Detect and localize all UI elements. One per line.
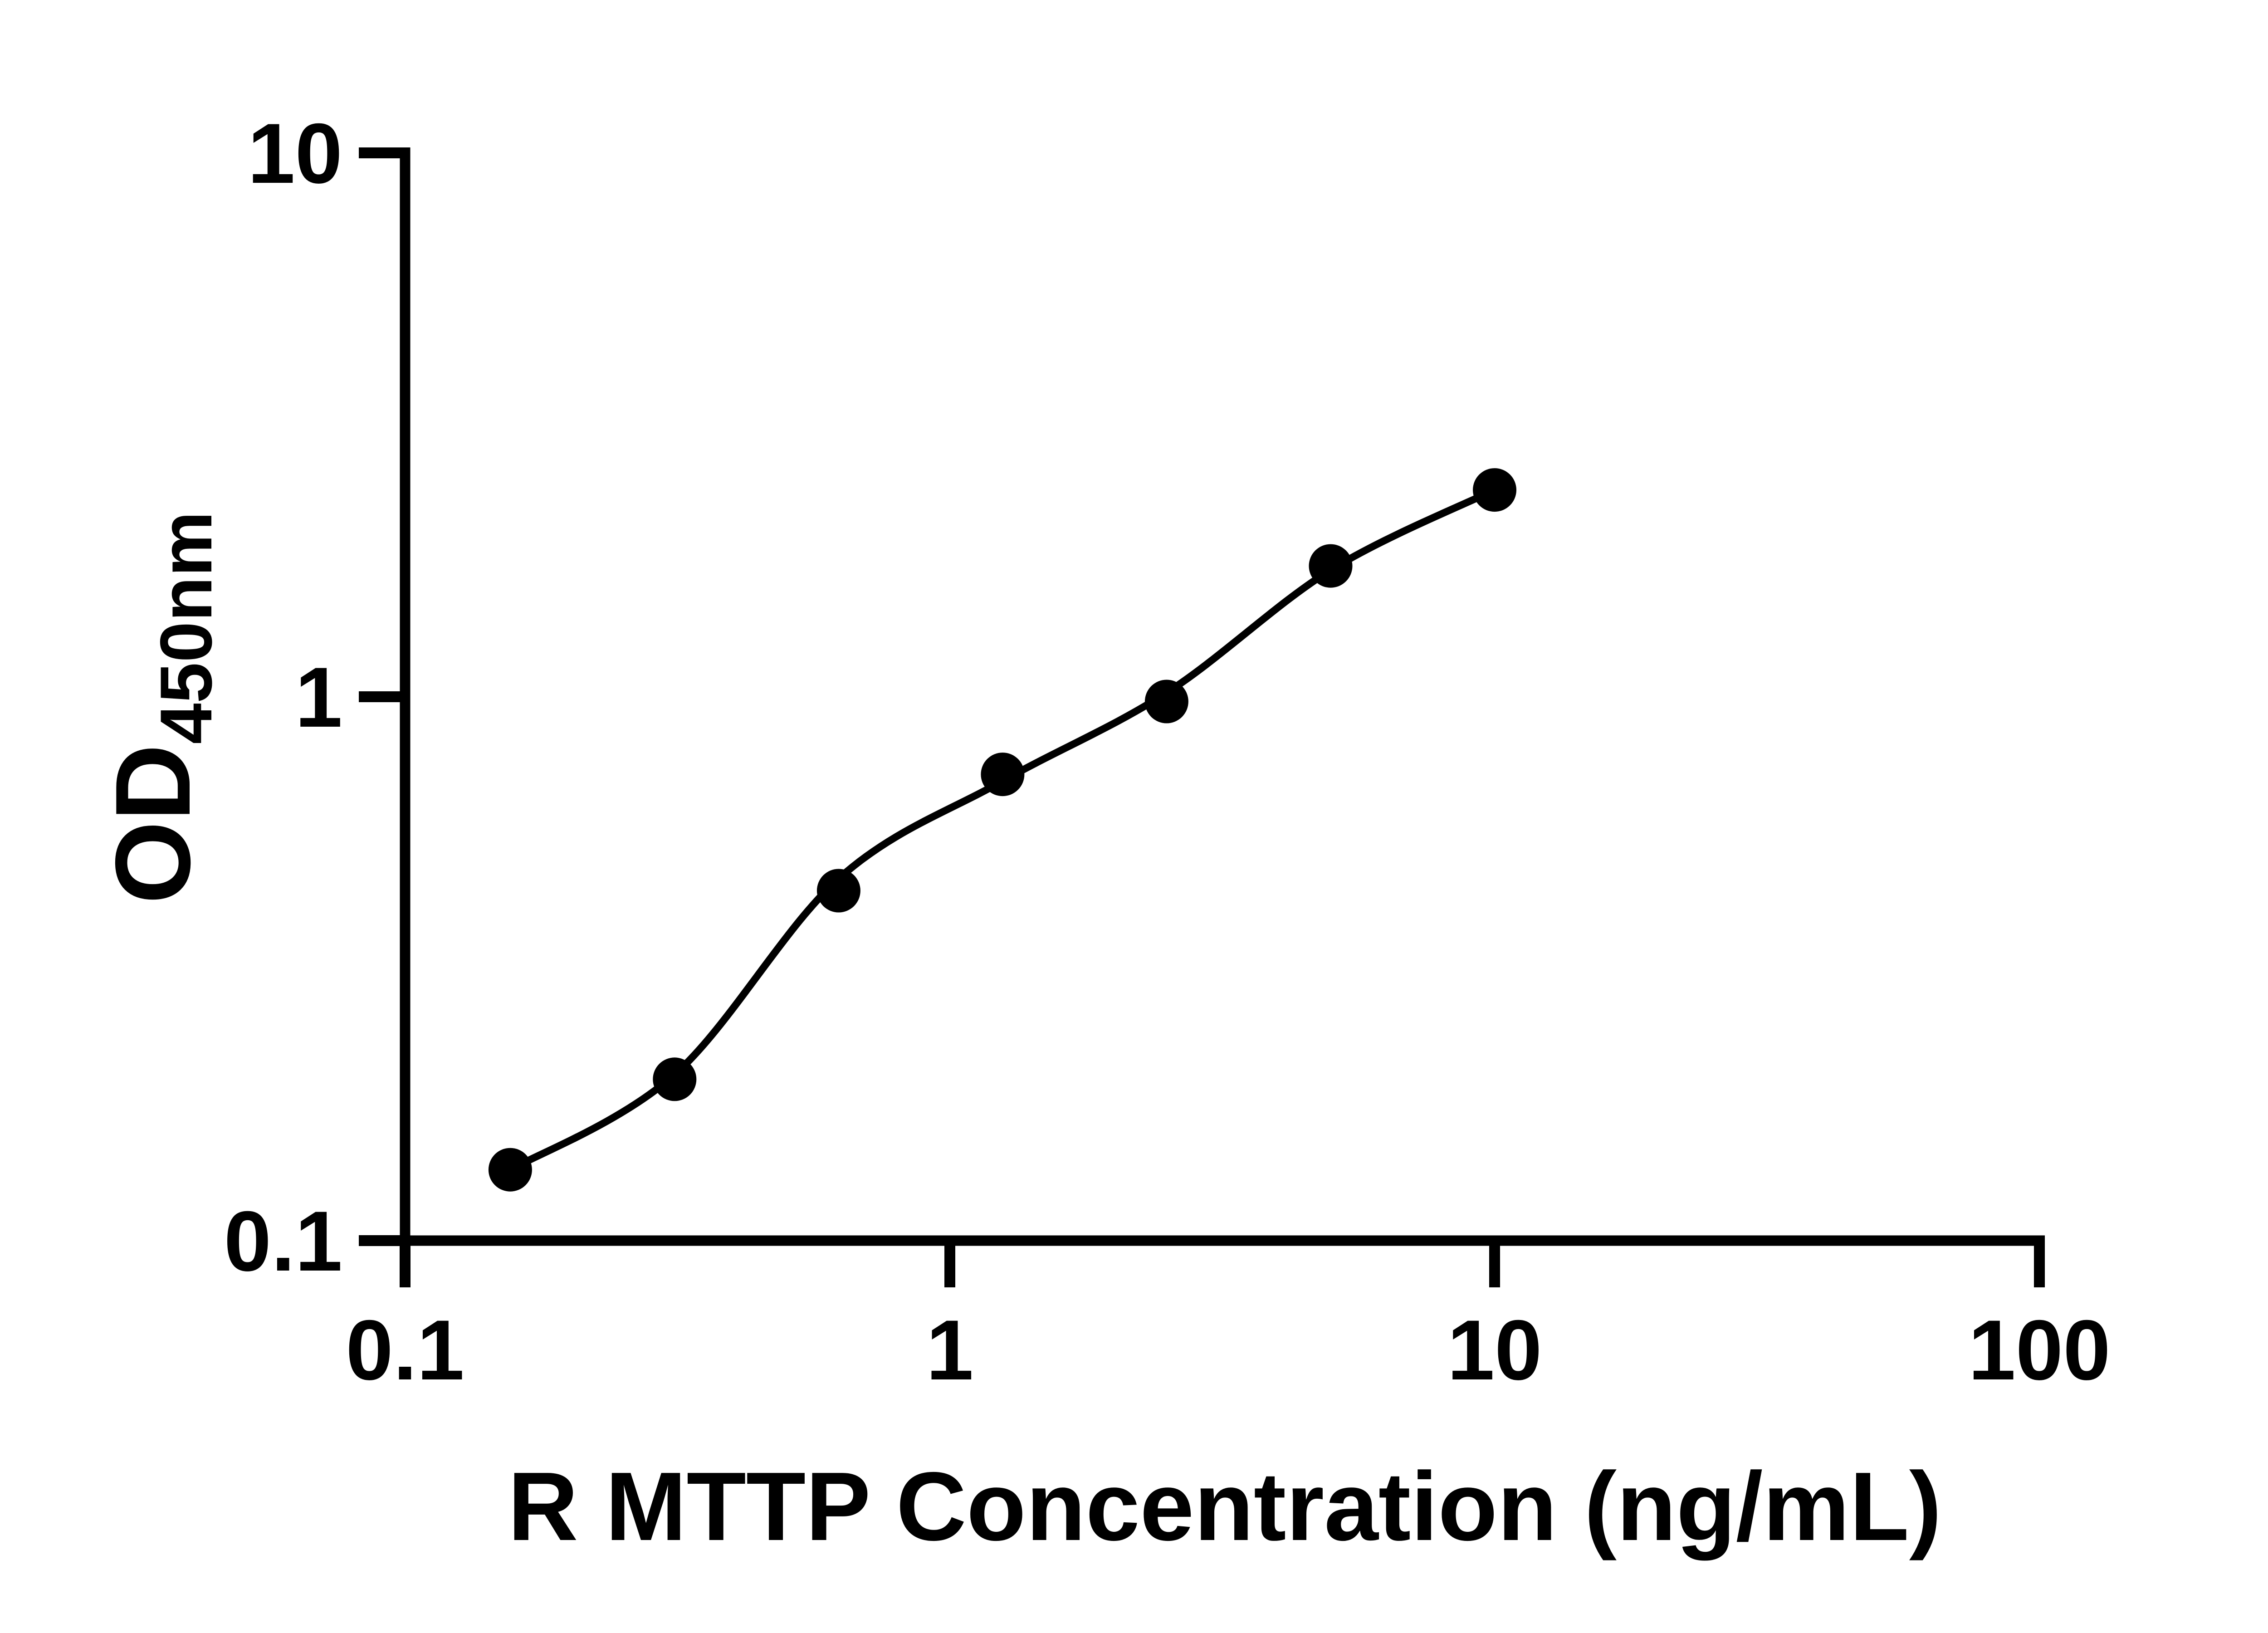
x-tick-label-100: 100	[1968, 1302, 2111, 1398]
x-tick-label-10: 10	[1447, 1302, 1542, 1398]
y-tick-label-0.1: 0.1	[224, 1193, 342, 1289]
y-axis-title: OD450nm	[93, 511, 227, 904]
data-point-marker	[1473, 468, 1516, 512]
x-tick-marks	[400, 1241, 2045, 1287]
x-tick-labels: 0.1 1 10 100	[346, 1302, 2111, 1398]
x-tick-label-1: 1	[926, 1302, 974, 1398]
data-point-marker	[653, 1057, 697, 1101]
x-tick-label-0.1: 0.1	[346, 1302, 464, 1398]
data-point-marker	[488, 1148, 532, 1192]
data-point-marker	[1144, 680, 1188, 724]
data-point-marker	[1309, 544, 1353, 588]
data-point-marker	[981, 753, 1025, 797]
data-point-marker	[816, 869, 860, 913]
x-axis-title: R MTTP Concentration (ng/mL)	[508, 1452, 1941, 1561]
y-tick-labels: 10 1 0.1	[224, 106, 342, 1289]
data-points	[488, 468, 1516, 1192]
axes	[400, 147, 2045, 1246]
y-axis-title-main: OD	[93, 744, 212, 904]
y-tick-label-10: 10	[248, 106, 342, 201]
y-tick-marks	[359, 147, 405, 1246]
y-axis-title-subscript: 450nm	[145, 511, 227, 744]
y-tick-label-1: 1	[295, 650, 342, 745]
